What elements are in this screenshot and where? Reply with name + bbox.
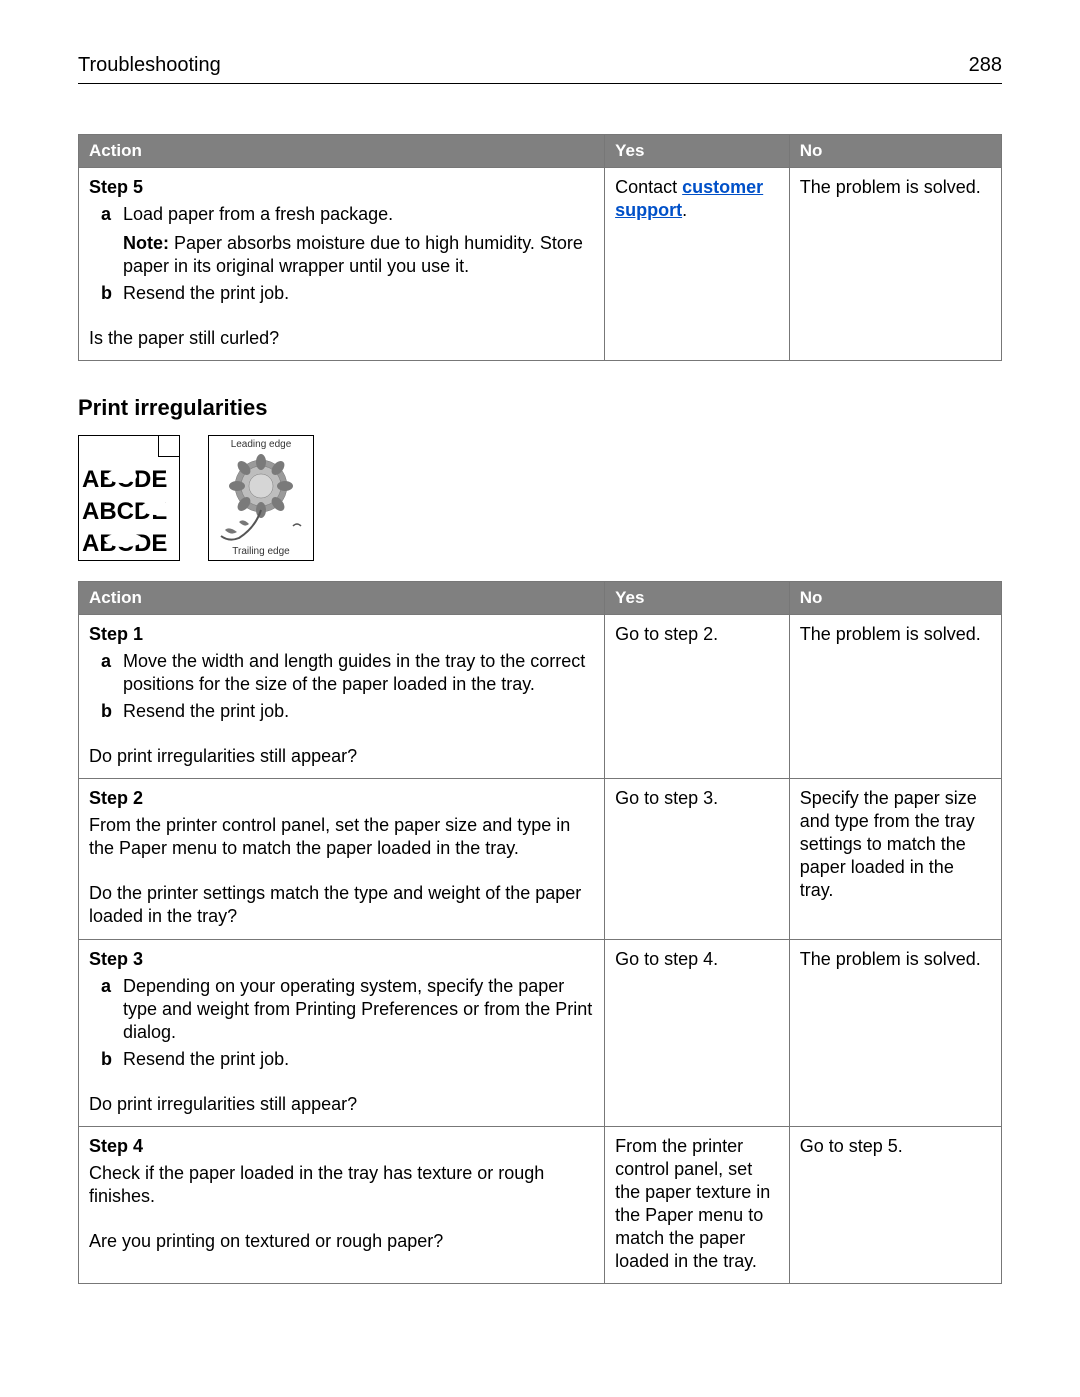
note: Note: Paper absorbs moisture due to high… [123, 232, 594, 278]
section-heading: Print irregularities [78, 395, 1002, 421]
substep-b: bResend the print job. [101, 700, 594, 723]
cell-no: The problem is solved. [789, 168, 1001, 361]
substep-a: aMove the width and length guides in the… [101, 650, 594, 696]
th-no: No [789, 582, 1001, 615]
irregularity-photo-sample-icon: Leading edge Trailing edge [208, 435, 314, 561]
step-label: Step 5 [89, 176, 594, 199]
substep-a: aDepending on your operating system, spe… [101, 975, 594, 1044]
cell-action: Step 4 Check if the paper loaded in the … [79, 1126, 605, 1283]
cell-no: Go to step 5. [789, 1126, 1001, 1283]
th-action: Action [79, 135, 605, 168]
running-header: Troubleshooting 288 [78, 54, 1002, 84]
cell-action: Step 5 a Load paper from a fresh package… [79, 168, 605, 361]
th-action: Action [79, 582, 605, 615]
cell-no: The problem is solved. [789, 939, 1001, 1126]
cell-yes: Go to step 4. [605, 939, 790, 1126]
th-yes: Yes [605, 135, 790, 168]
troubleshoot-table-irregularities: Action Yes No Step 1 aMove the width and… [78, 581, 1002, 1284]
irregularity-text-sample-icon: ABCDE ABCDE ABCDE [78, 435, 180, 561]
step-question: Do print irregularities still appear? [89, 1093, 594, 1116]
cell-action: Step 3 aDepending on your operating syst… [79, 939, 605, 1126]
cell-action: Step 1 aMove the width and length guides… [79, 615, 605, 779]
step-question: Are you printing on textured or rough pa… [89, 1230, 594, 1253]
step-label: Step 4 [89, 1135, 594, 1158]
example-images: ABCDE ABCDE ABCDE Leading edge [78, 435, 1002, 561]
th-yes: Yes [605, 582, 790, 615]
cell-yes: Go to step 2. [605, 615, 790, 779]
troubleshoot-table-curled: Action Yes No Step 5 a Load paper from a… [78, 134, 1002, 361]
step-question: Do the printer settings match the type a… [89, 882, 594, 928]
step-body: Check if the paper loaded in the tray ha… [89, 1162, 594, 1208]
cell-yes: Contact customer support. [605, 168, 790, 361]
cell-no: Specify the paper size and type from the… [789, 779, 1001, 939]
substep-b: b Resend the print job. [101, 282, 594, 305]
step-question: Is the paper still curled? [89, 327, 594, 350]
substep-b: bResend the print job. [101, 1048, 594, 1071]
step-body: From the printer control panel, set the … [89, 814, 594, 860]
cell-yes: From the printer control panel, set the … [605, 1126, 790, 1283]
cell-yes: Go to step 3. [605, 779, 790, 939]
table-row: Step 4 Check if the paper loaded in the … [79, 1126, 1002, 1283]
page: Troubleshooting 288 Action Yes No Step 5… [0, 0, 1080, 1358]
page-number: 288 [969, 54, 1002, 77]
table-row: Step 5 a Load paper from a fresh package… [79, 168, 1002, 361]
section-name: Troubleshooting [78, 54, 221, 77]
step-label: Step 1 [89, 623, 594, 646]
step-question: Do print irregularities still appear? [89, 745, 594, 768]
step-label: Step 3 [89, 948, 594, 971]
cell-no: The problem is solved. [789, 615, 1001, 779]
table-row: Step 1 aMove the width and length guides… [79, 615, 1002, 779]
step-label: Step 2 [89, 787, 594, 810]
th-no: No [789, 135, 1001, 168]
flower-icon [215, 452, 307, 544]
table-row: Step 3 aDepending on your operating syst… [79, 939, 1002, 1126]
substep-a: a Load paper from a fresh package. [101, 203, 594, 226]
cell-action: Step 2 From the printer control panel, s… [79, 779, 605, 939]
table-row: Step 2 From the printer control panel, s… [79, 779, 1002, 939]
